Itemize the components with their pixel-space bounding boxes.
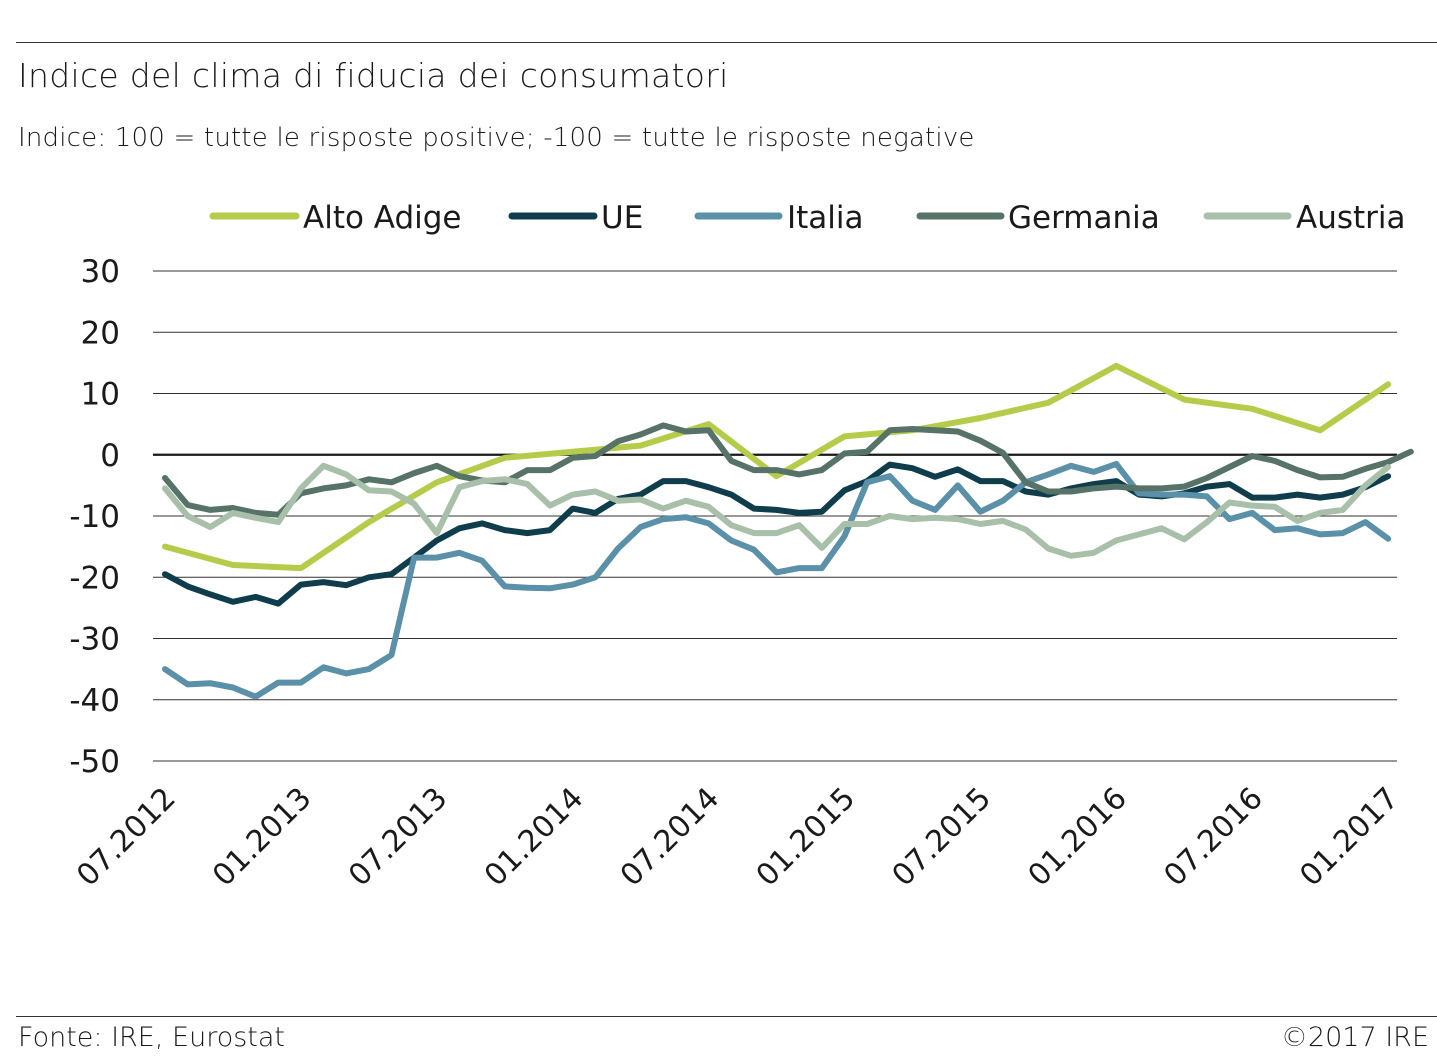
- y-tick-label: 0: [100, 438, 120, 474]
- top-rule: [16, 42, 1437, 43]
- x-axis-ticks: 07.2012 01.2013 07.2013 01.2014 07.2014 01.20…: [70, 781, 1406, 893]
- y-tick-label: -40: [69, 683, 120, 719]
- y-tick-label: 10: [81, 377, 120, 413]
- bottom-rule: [16, 1016, 1437, 1017]
- chart-subtitle: Indice: 100 = tutte le risposte positive…: [18, 123, 975, 153]
- y-tick-label: -10: [69, 499, 120, 535]
- x-tick-label: 01.2017: [1293, 781, 1405, 893]
- x-tick-label: 07.2013: [342, 781, 454, 893]
- series-lines: [162, 362, 1414, 700]
- x-tick-label: 07.2012: [70, 781, 182, 893]
- x-tick-label: 07.2016: [1157, 781, 1269, 893]
- legend-label-austria: Austria: [1296, 200, 1406, 236]
- y-tick-label: 30: [81, 254, 120, 290]
- y-tick-label: -30: [69, 622, 120, 658]
- line-chart: Alto Adige UE Italia Germania Austria 30 20 10…: [69, 200, 1414, 893]
- y-tick-label: -20: [69, 560, 120, 596]
- y-tick-label: 20: [81, 315, 120, 351]
- x-tick-label: 07.2014: [614, 781, 726, 893]
- legend-label-italia: Italia: [787, 200, 864, 236]
- legend: Alto Adige UE Italia Germania Austria: [209, 200, 1406, 236]
- legend-label-germania: Germania: [1008, 200, 1160, 236]
- series-line-austria: [162, 462, 1392, 559]
- series-line-germania: [162, 422, 1414, 518]
- copyright-note: ©2017 IRE: [1280, 1022, 1429, 1053]
- legend-label-ue: UE: [601, 200, 643, 236]
- y-tick-label: -50: [69, 744, 120, 780]
- x-tick-label: 01.2016: [1021, 781, 1133, 893]
- y-axis-ticks: 30 20 10 0 -10 -20 -30 -40 -50: [69, 254, 120, 780]
- x-tick-label: 01.2015: [750, 781, 862, 893]
- legend-label-alto-adige: Alto Adige: [303, 200, 462, 236]
- series-line-italia: [162, 460, 1392, 700]
- x-tick-label: 07.2015: [886, 781, 998, 893]
- x-tick-label: 01.2013: [206, 781, 318, 893]
- chart-title: Indice del clima di fiducia dei consumat…: [18, 56, 729, 95]
- x-tick-label: 01.2014: [478, 781, 590, 893]
- source-note: Fonte: IRE, Eurostat: [18, 1022, 286, 1053]
- series-line-alto-adige: [162, 362, 1392, 572]
